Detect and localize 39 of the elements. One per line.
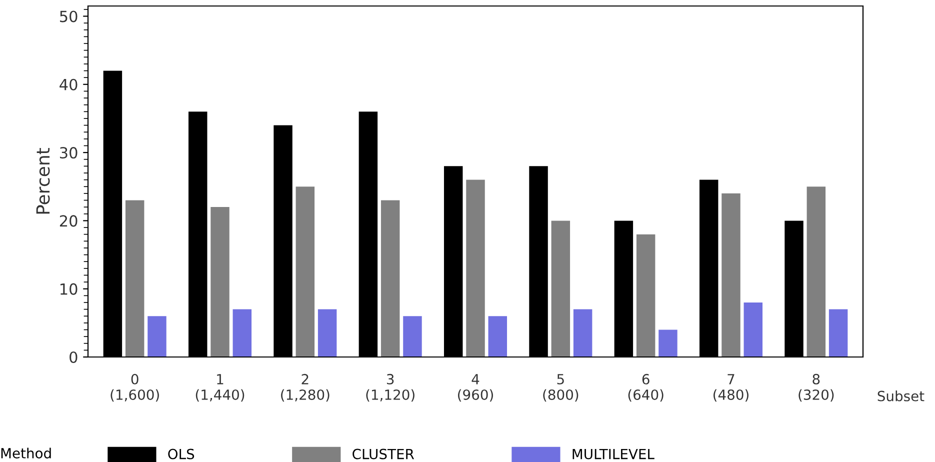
x-tick-label: 2 (1,280) xyxy=(281,374,330,402)
x-tick-label: 8 (320) xyxy=(798,374,834,402)
y-axis-title: Percent xyxy=(36,148,50,214)
y-tick-label: 0 xyxy=(70,351,78,364)
y-tick-label: 10 xyxy=(60,283,78,295)
x-tick-label: 7 (480) xyxy=(714,374,748,402)
bar xyxy=(828,309,848,357)
y-tick-label: 20 xyxy=(60,215,78,227)
x-tick-label: 1 (1,440) xyxy=(196,374,244,402)
bar xyxy=(210,207,230,357)
legend-label: CLUSTER xyxy=(352,448,414,460)
x-tick-label: 6 (640) xyxy=(628,374,664,402)
bar xyxy=(806,186,826,357)
y-tick-label: 40 xyxy=(60,78,78,90)
bar xyxy=(636,234,656,357)
legend-title: Method xyxy=(1,448,51,458)
bar xyxy=(466,180,485,357)
bar xyxy=(296,186,315,357)
bar xyxy=(573,309,592,357)
legend-label: OLS xyxy=(168,448,194,460)
bar xyxy=(232,309,252,357)
bar xyxy=(744,302,763,357)
bar xyxy=(380,200,400,357)
x-tick-label: 5 (800) xyxy=(543,374,578,402)
x-tick-label: 4 (960) xyxy=(458,374,493,402)
bar xyxy=(148,316,166,357)
y-tick-label: 30 xyxy=(60,147,78,159)
bar xyxy=(658,330,678,357)
bar xyxy=(722,193,740,357)
bar xyxy=(318,309,337,357)
bar xyxy=(125,200,144,357)
y-tick-label: 50 xyxy=(60,10,78,22)
x-axis-title: Subset xyxy=(878,390,924,402)
bar xyxy=(403,316,422,357)
legend-label: MULTILEVEL xyxy=(572,448,654,460)
x-tick-label: 3 (1,120) xyxy=(366,374,414,402)
x-tick-label: 0 (1,600) xyxy=(110,374,159,402)
bar xyxy=(551,220,570,357)
bar xyxy=(488,316,508,357)
